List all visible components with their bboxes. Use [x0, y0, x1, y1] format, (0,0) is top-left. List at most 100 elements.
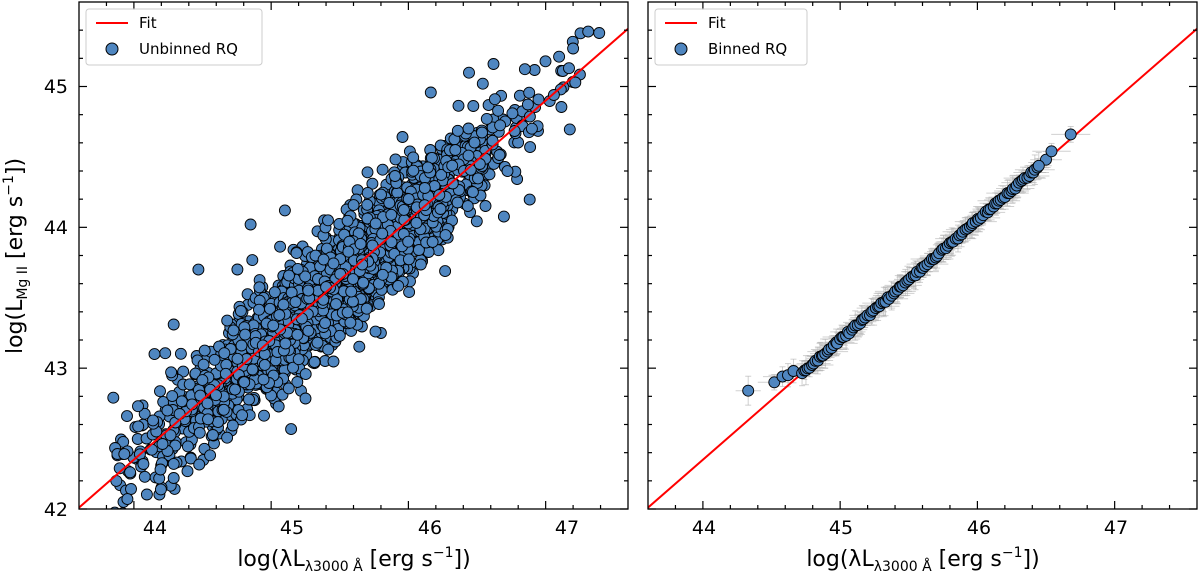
data-point — [267, 319, 280, 332]
data-point — [253, 303, 265, 316]
data-point — [446, 177, 459, 190]
data-point — [282, 382, 295, 395]
data-point — [234, 305, 247, 317]
data-point — [330, 298, 342, 311]
data-point — [369, 217, 382, 230]
data-point — [493, 149, 506, 161]
data-point — [461, 200, 474, 213]
data-point — [341, 306, 354, 319]
data-point — [231, 352, 244, 365]
data-point — [342, 245, 355, 258]
data-point — [449, 144, 462, 156]
data-point — [567, 42, 580, 55]
data-point — [208, 353, 221, 366]
data-point — [166, 390, 179, 403]
data-point — [508, 125, 521, 137]
data-point — [167, 457, 180, 470]
data-point — [466, 186, 479, 199]
data-point — [563, 62, 575, 75]
data-point — [353, 340, 366, 353]
data-point — [175, 395, 188, 408]
data-point — [302, 324, 315, 337]
data-point — [532, 93, 545, 106]
data-point — [407, 151, 420, 164]
data-point — [154, 463, 167, 476]
data-point — [341, 214, 354, 227]
data-point — [462, 149, 475, 162]
data-point — [217, 403, 230, 416]
data-point — [414, 258, 427, 271]
data-point — [253, 281, 266, 294]
data-point — [257, 373, 270, 386]
data-point — [291, 262, 304, 275]
data-point — [227, 324, 240, 337]
data-point — [492, 104, 505, 117]
data-point — [107, 391, 120, 404]
data-point — [287, 361, 299, 374]
left-x-axis-label: log(λLλ3000 Å [erg s−1]) — [237, 545, 470, 575]
data-point — [327, 355, 340, 368]
data-point — [322, 214, 334, 227]
data-point — [291, 328, 304, 341]
data-point — [121, 493, 134, 506]
data-point — [210, 389, 222, 402]
data-point — [292, 353, 305, 366]
data-point — [361, 166, 374, 179]
data-point — [407, 164, 420, 177]
binned-point — [1032, 159, 1045, 172]
left-ytick-label-43: 43 — [44, 358, 68, 380]
data-point — [497, 210, 510, 223]
data-point — [539, 55, 552, 68]
left-ytick-label-44: 44 — [44, 217, 68, 239]
data-point — [506, 107, 519, 120]
data-point — [521, 98, 534, 111]
data-point — [402, 193, 415, 206]
data-point — [553, 50, 566, 63]
data-point — [434, 203, 447, 215]
left-xtick-label-44: 44 — [143, 517, 167, 539]
binned-point — [1045, 145, 1058, 158]
data-point — [593, 27, 606, 39]
data-point — [110, 474, 123, 487]
data-point — [344, 316, 357, 329]
data-point — [212, 416, 224, 429]
data-point — [357, 276, 370, 289]
data-point — [244, 218, 257, 231]
data-point — [148, 348, 161, 361]
data-point — [451, 124, 464, 137]
data-point — [177, 365, 190, 378]
data-point — [246, 254, 259, 267]
left-xtick-label-45: 45 — [280, 517, 304, 539]
data-point — [268, 286, 281, 299]
right-xtick-label-46: 46 — [967, 517, 991, 539]
data-point — [273, 309, 286, 322]
data-point — [308, 356, 321, 369]
data-point — [156, 438, 169, 450]
data-point — [327, 257, 340, 270]
data-point — [243, 393, 255, 406]
data-point — [193, 458, 206, 471]
data-point — [167, 472, 180, 484]
data-point — [174, 347, 187, 360]
right-data-points — [742, 128, 1077, 397]
data-point — [322, 343, 335, 356]
data-point — [274, 240, 287, 253]
left-legend-fit-label: Fit — [139, 14, 157, 32]
data-point — [476, 77, 489, 90]
data-point — [476, 126, 488, 139]
data-point — [193, 426, 206, 439]
data-point — [231, 263, 244, 276]
data-point — [256, 339, 269, 352]
data-point — [196, 374, 209, 387]
left-data-points — [107, 25, 606, 509]
data-point — [334, 268, 347, 280]
data-point — [283, 269, 295, 282]
data-point — [198, 344, 211, 357]
data-point — [424, 86, 437, 99]
data-point — [277, 298, 290, 311]
data-point — [402, 235, 415, 248]
data-point — [376, 227, 389, 240]
data-point — [389, 153, 402, 166]
data-point — [299, 368, 312, 381]
data-point — [299, 270, 312, 283]
